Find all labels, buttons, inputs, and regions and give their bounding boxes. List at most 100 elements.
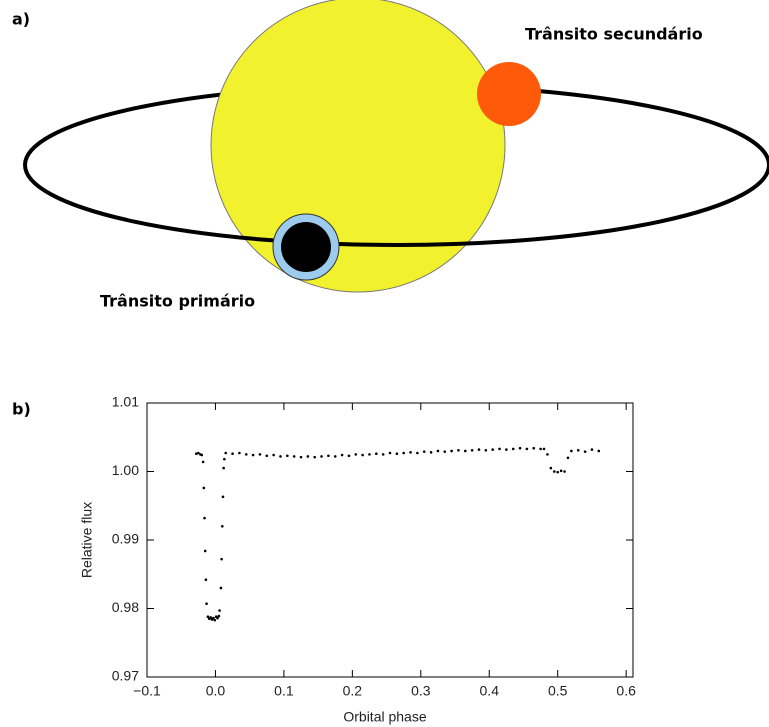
annotation: Trânsito primário — [100, 292, 255, 311]
data-point — [354, 453, 358, 456]
data-point — [576, 448, 580, 452]
data-point — [224, 451, 228, 455]
data-point — [286, 454, 289, 458]
data-point — [570, 449, 573, 453]
data-point — [416, 451, 419, 455]
data-point — [491, 448, 494, 451]
annotation: Trânsito secundário — [525, 25, 703, 44]
y-tick-label: 0.99 — [112, 531, 139, 547]
data-point — [583, 450, 587, 453]
diagram: a) Trânsito secundário Trânsito primário — [12, 0, 769, 311]
data-point — [498, 447, 501, 451]
data-point — [395, 452, 399, 455]
data-point — [470, 448, 474, 452]
data-point — [450, 449, 453, 453]
data-point — [556, 470, 560, 474]
x-tick-label: 0.3 — [411, 683, 431, 699]
data-point — [518, 446, 522, 450]
data-point — [552, 470, 556, 473]
plot-frame — [146, 402, 634, 678]
data-point — [463, 449, 467, 453]
data-point — [244, 453, 248, 456]
data-point — [216, 616, 219, 620]
data-point — [205, 602, 208, 606]
data-point — [202, 486, 206, 490]
data-point — [313, 455, 317, 459]
x-tick-label: 0.2 — [343, 683, 363, 699]
data-point — [222, 466, 225, 470]
x-tick-label: 0.6 — [616, 683, 636, 699]
data-point — [590, 448, 594, 451]
data-point — [333, 455, 337, 458]
data-point — [429, 451, 433, 454]
data-point — [409, 451, 412, 454]
data-point — [511, 447, 515, 451]
data-point — [201, 460, 205, 464]
data-point — [505, 448, 508, 451]
data-point — [549, 466, 553, 470]
data-point — [402, 451, 405, 455]
data-point — [272, 453, 275, 457]
planet-secondary — [477, 62, 541, 126]
data-point — [265, 454, 269, 458]
data-point — [238, 451, 241, 455]
data-point — [197, 451, 200, 455]
data-point — [213, 618, 217, 622]
panel-label: a) — [12, 10, 30, 29]
data-point — [539, 447, 542, 451]
x-tick-label: 0.1 — [274, 683, 294, 699]
data-point — [299, 455, 303, 459]
data-point — [340, 453, 344, 457]
data-point — [484, 448, 488, 452]
x-tick-label: −0.1 — [133, 683, 161, 699]
y-axis-label: Relative flux — [79, 502, 95, 578]
data-point — [563, 470, 566, 473]
data-point — [220, 525, 224, 528]
data-point — [381, 453, 385, 456]
data-point — [566, 456, 570, 460]
data-point — [559, 469, 563, 473]
data-point — [597, 449, 601, 453]
data-point — [327, 454, 330, 458]
y-tick-label: 1.00 — [112, 462, 139, 478]
data-point — [220, 557, 223, 561]
data-point — [279, 455, 282, 458]
y-tick-label: 0.97 — [112, 668, 139, 684]
data-point — [368, 453, 371, 456]
data-point — [388, 451, 392, 455]
data-point — [546, 453, 549, 456]
data-point — [477, 448, 481, 451]
data-point — [203, 549, 207, 553]
data-point — [320, 455, 323, 458]
data-point — [436, 449, 440, 453]
data-point — [422, 450, 426, 453]
data-point — [457, 448, 460, 452]
data-point — [223, 457, 226, 461]
data-point — [221, 495, 225, 499]
orbit-front — [23, 164, 769, 247]
data-point — [251, 453, 255, 457]
data-point — [212, 616, 215, 620]
data-point — [542, 447, 546, 451]
data-point — [532, 446, 536, 450]
data-point — [203, 516, 206, 520]
data-point — [204, 578, 208, 582]
data-point — [375, 452, 378, 455]
x-tick-label: 0.4 — [480, 683, 500, 699]
data-point — [347, 454, 351, 458]
data-point — [525, 447, 529, 451]
data-point — [206, 615, 210, 619]
data-point — [194, 452, 198, 455]
data-point — [217, 614, 221, 618]
data-point — [306, 455, 310, 458]
data-point — [443, 450, 447, 453]
planet-primary — [281, 222, 331, 272]
x-axis-label: Orbital phase — [343, 709, 426, 725]
star — [210, 0, 506, 293]
data-point — [361, 453, 364, 457]
x-tick-label: 0.5 — [548, 683, 568, 699]
x-tick-label: 0.0 — [206, 683, 226, 699]
data-point — [200, 453, 204, 457]
data-point — [231, 452, 234, 455]
